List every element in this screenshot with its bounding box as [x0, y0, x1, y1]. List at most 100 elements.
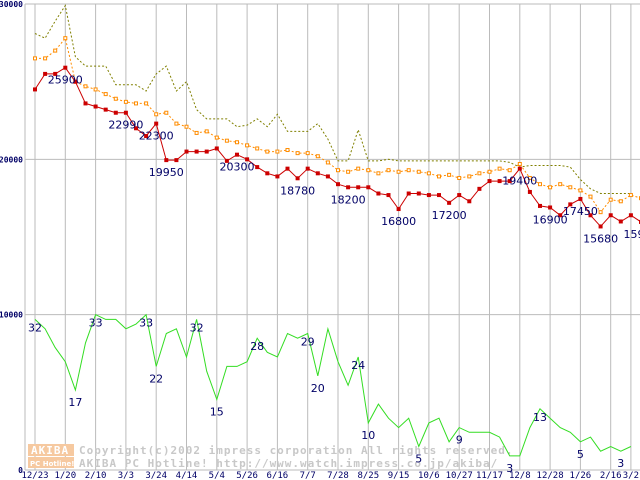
x-tick-label: 6/16 [267, 471, 289, 480]
y-tick-label: 20000 [0, 155, 23, 164]
data-point-min-price [134, 126, 138, 131]
data-point-min-price [447, 200, 452, 205]
data-label: 17 [68, 396, 82, 409]
data-point-average-price [386, 168, 391, 173]
x-tick-label: 12/23 [21, 471, 48, 480]
data-point-min-price [507, 179, 512, 184]
x-tick-label: 10/27 [446, 471, 473, 480]
x-tick-label: 5/4 [209, 471, 225, 480]
data-point-min-price [103, 107, 108, 112]
data-point-average-price [134, 101, 138, 106]
data-point-min-price [295, 176, 300, 181]
logo-text-top: AKIBA [31, 444, 69, 457]
y-tick-label: 0 [18, 466, 23, 475]
data-point-average-price [235, 140, 239, 145]
data-point-min-price [235, 152, 239, 157]
data-point-average-price [517, 161, 522, 166]
data-point-average-price [538, 182, 542, 187]
x-tick-label: 2/10 [85, 471, 107, 480]
data-point-min-price [477, 186, 482, 191]
data-label: 5 [577, 448, 584, 461]
data-point-min-price [376, 191, 381, 196]
data-point-min-price [497, 179, 502, 184]
data-point-average-price [113, 96, 118, 101]
data-label: 10 [361, 429, 375, 442]
data-point-average-price [336, 168, 340, 173]
data-point-min-price [618, 219, 623, 224]
data-point-average-price [214, 135, 219, 140]
data-label: 32 [28, 321, 42, 334]
data-point-min-price [255, 165, 260, 170]
data-point-min-price [154, 121, 159, 126]
watermark: AKIBA PC Hotline! Copyright(c)2002 impre… [28, 444, 514, 470]
logo-box-top [28, 444, 74, 456]
data-point-min-price [457, 193, 462, 198]
data-point-min-price [558, 213, 563, 218]
x-tick-label: 7/7 [300, 471, 316, 480]
data-point-average-price [558, 182, 563, 187]
data-point-average-price [437, 174, 441, 179]
grid [24, 3, 640, 471]
data-label: 28 [250, 340, 264, 353]
data-point-min-price [93, 104, 98, 109]
data-point-min-price [113, 110, 118, 115]
data-point-min-price [265, 171, 270, 176]
data-point-min-price [275, 174, 280, 179]
y-axis-ticks: 30000 20000 10000 0 [0, 0, 23, 475]
data-point-average-price [618, 199, 623, 204]
data-point-min-price [53, 71, 58, 76]
data-point-average-price [83, 84, 88, 89]
data-label: 25900 [48, 74, 83, 87]
data-label: 17450 [563, 205, 598, 218]
data-point-min-price [467, 199, 472, 204]
data-label: 29 [301, 335, 315, 348]
data-point-average-price [144, 101, 149, 106]
x-tick-label: 1/26 [570, 471, 592, 480]
data-point-min-price [204, 149, 209, 154]
data-point-min-price [406, 191, 411, 196]
data-point-average-price [598, 210, 603, 215]
data-point-min-price [43, 71, 48, 76]
y-tick-label: 30000 [0, 0, 23, 9]
data-point-average-price [457, 175, 462, 180]
data-point-min-price [245, 157, 250, 162]
data-label: 13 [533, 411, 547, 424]
data-point-average-price [93, 87, 98, 92]
data-point-min-price [325, 174, 330, 179]
data-point-average-price [315, 154, 320, 159]
data-point-min-price [184, 149, 189, 154]
data-point-min-price [356, 185, 361, 190]
data-point-min-price [416, 191, 421, 196]
data-point-average-price [325, 160, 330, 165]
data-point-average-price [123, 99, 128, 104]
data-point-average-price [416, 169, 421, 174]
data-point-min-price [386, 193, 391, 198]
data-label: 19400 [502, 175, 537, 188]
x-tick-label: 1/20 [54, 471, 76, 480]
data-point-average-price [396, 169, 401, 174]
url-text: AKIBA PC Hotline! http://www.watch.impre… [79, 457, 498, 470]
data-point-average-price [103, 92, 108, 97]
data-point-average-price [477, 171, 482, 176]
series-line-shop-count [34, 313, 632, 457]
data-point-average-price [53, 48, 58, 53]
data-point-min-price [588, 213, 593, 218]
data-point-min-price [194, 149, 199, 154]
data-label: 32 [190, 321, 204, 334]
data-label: 24 [351, 359, 365, 372]
x-tick-label: 10/6 [418, 471, 440, 480]
data-point-average-price [376, 171, 381, 176]
data-label: 33 [139, 317, 153, 330]
data-point-min-price [598, 224, 603, 229]
data-point-min-price [336, 182, 340, 187]
data-point-average-price [628, 193, 633, 198]
data-point-average-price [164, 110, 169, 115]
data-point-min-price [83, 101, 88, 106]
data-point-average-price [245, 143, 250, 148]
data-point-min-price [33, 87, 37, 92]
data-point-min-price [487, 179, 492, 184]
copyright-text: Copyright(c)2002 impress corporation All… [79, 444, 514, 457]
x-tick-label: 4/14 [176, 471, 198, 480]
data-point-min-price [426, 193, 431, 198]
